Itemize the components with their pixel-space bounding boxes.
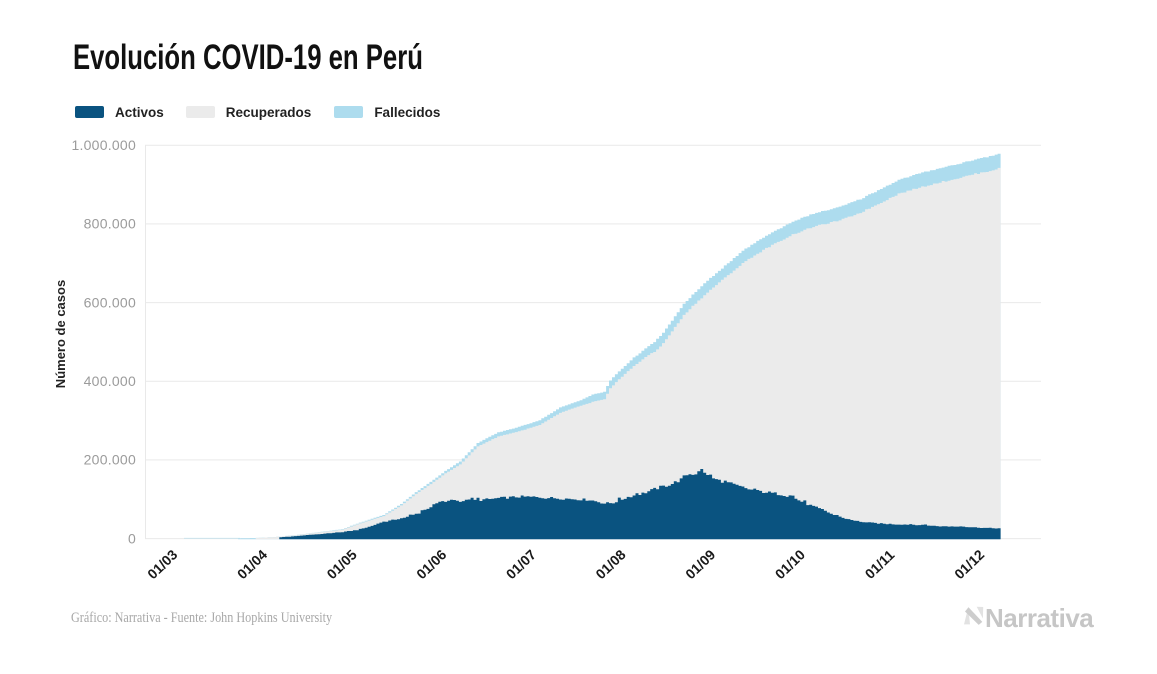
svg-text:01/09: 01/09 <box>682 546 718 582</box>
svg-text:800.000: 800.000 <box>84 216 136 232</box>
svg-text:01/03: 01/03 <box>144 546 180 582</box>
svg-text:01/11: 01/11 <box>862 546 898 581</box>
svg-text:Número de casos: Número de casos <box>53 280 68 388</box>
svg-text:01/07: 01/07 <box>503 546 539 582</box>
svg-text:200.000: 200.000 <box>84 452 136 468</box>
svg-text:01/04: 01/04 <box>234 546 270 582</box>
svg-text:01/12: 01/12 <box>951 546 987 582</box>
svg-text:01/08: 01/08 <box>592 546 628 582</box>
svg-text:01/10: 01/10 <box>772 546 808 582</box>
svg-text:600.000: 600.000 <box>84 294 136 310</box>
svg-text:01/06: 01/06 <box>413 546 449 582</box>
svg-text:0: 0 <box>128 530 136 546</box>
svg-text:01/05: 01/05 <box>323 546 359 582</box>
svg-text:1.000.000: 1.000.000 <box>71 137 136 153</box>
svg-text:400.000: 400.000 <box>84 373 136 389</box>
